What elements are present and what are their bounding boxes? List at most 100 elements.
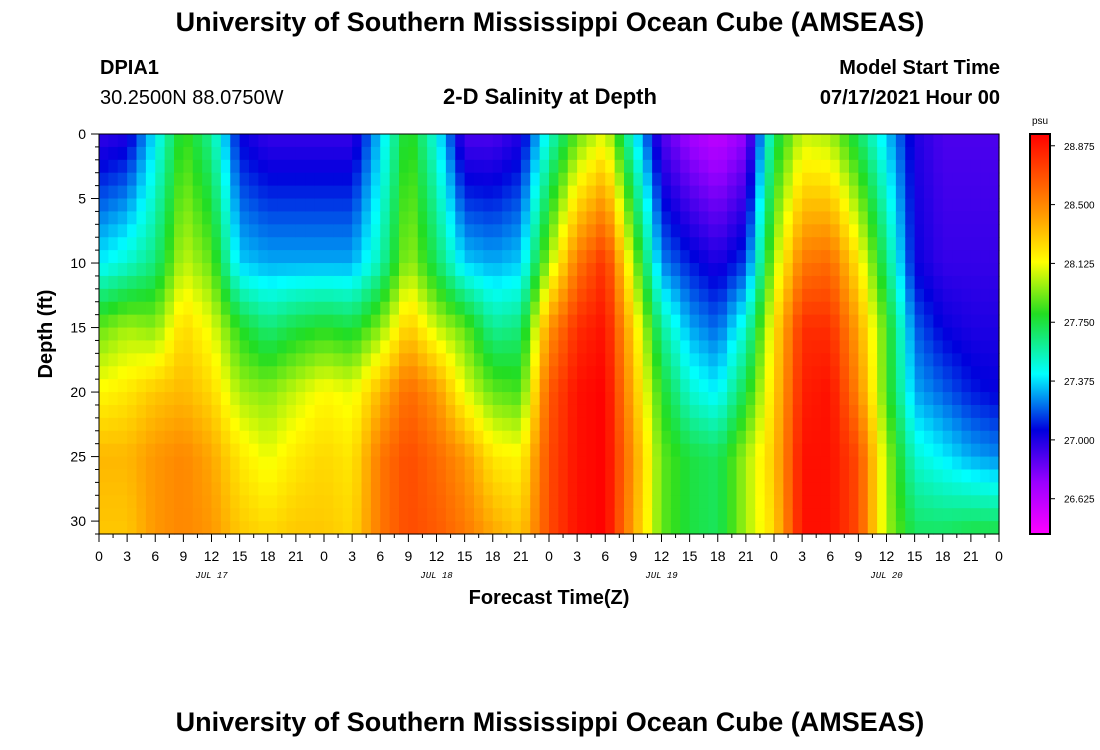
heatmap-cell: [895, 211, 906, 225]
heatmap-cell: [886, 495, 897, 509]
heatmap-cell: [914, 495, 925, 509]
heatmap-cell: [174, 301, 184, 316]
heatmap-cell: [886, 521, 897, 535]
heatmap-cell: [717, 417, 728, 432]
heatmap-cell: [408, 275, 419, 290]
heatmap-cell: [277, 134, 288, 148]
heatmap-cell: [811, 430, 822, 445]
heatmap-cell: [258, 417, 269, 432]
heatmap-cell: [230, 443, 241, 458]
heatmap-cell: [342, 430, 353, 445]
heatmap-cell: [492, 211, 503, 225]
heatmap-cell: [127, 198, 138, 213]
heatmap-cell: [99, 224, 109, 238]
heatmap-cell: [642, 392, 653, 406]
heatmap-cell: [633, 134, 644, 148]
heatmap-cell: [117, 482, 128, 496]
heatmap-cell: [624, 185, 634, 200]
date-label: JUL 17: [195, 571, 228, 581]
heatmap-cell: [530, 159, 541, 174]
heatmap-cell: [970, 301, 981, 316]
heatmap-cell: [117, 456, 128, 471]
heatmap-cell: [877, 250, 888, 264]
heatmap-cell: [624, 443, 634, 458]
heatmap-cell: [239, 430, 250, 445]
heatmap-cell: [605, 301, 616, 316]
heatmap-cell: [849, 456, 859, 471]
heatmap-cell: [483, 172, 494, 187]
heatmap-cell: [661, 159, 672, 174]
heatmap-cell: [267, 237, 278, 251]
heatmap-cell: [136, 224, 147, 238]
heatmap-cell: [792, 185, 803, 200]
heatmap-cell: [502, 275, 513, 290]
heatmap-cell: [849, 327, 859, 342]
heatmap-cell: [145, 327, 156, 342]
heatmap-cell: [642, 495, 653, 509]
heatmap-cell: [858, 521, 869, 535]
heatmap-cell: [820, 224, 831, 238]
heatmap-cell: [474, 172, 484, 187]
heatmap-cell: [127, 224, 138, 238]
heatmap-cell: [867, 275, 878, 290]
heatmap-cell: [370, 392, 381, 406]
heatmap-cell: [370, 172, 381, 187]
heatmap-cell: [980, 443, 991, 458]
heatmap-cell: [455, 288, 466, 303]
heatmap-cell: [755, 275, 766, 290]
heatmap-cell: [511, 263, 522, 277]
heatmap-cell: [361, 314, 372, 329]
heatmap-cell: [99, 392, 109, 406]
heatmap-cell: [249, 430, 259, 445]
heatmap-cell: [549, 224, 559, 238]
heatmap-cell: [895, 146, 906, 161]
heatmap-cell: [905, 366, 916, 380]
heatmap-cell: [295, 366, 306, 380]
heatmap-cell: [249, 314, 259, 329]
heatmap-cell: [858, 172, 869, 187]
footer-title: University of Southern Mississippi Ocean…: [175, 707, 925, 737]
heatmap-cell: [324, 314, 334, 329]
heatmap-cell: [624, 275, 634, 290]
heatmap-cell: [886, 353, 897, 367]
heatmap-cell: [867, 379, 878, 393]
heatmap-cell: [605, 314, 616, 329]
heatmap-cell: [380, 417, 391, 432]
heatmap-cell: [370, 237, 381, 251]
heatmap-cell: [858, 275, 869, 290]
heatmap-cell: [802, 366, 813, 380]
heatmap-cell: [333, 508, 344, 522]
heatmap-cell: [417, 250, 428, 264]
heatmap-cell: [792, 263, 803, 277]
heatmap-cell: [567, 288, 578, 303]
heatmap-cell: [839, 482, 850, 496]
heatmap-cell: [745, 443, 756, 458]
heatmap-cell: [492, 263, 503, 277]
heatmap-cell: [558, 392, 569, 406]
heatmap-cell: [858, 237, 869, 251]
heatmap-cell: [736, 159, 747, 174]
heatmap-cell: [520, 430, 531, 445]
heatmap-cell: [436, 404, 447, 419]
heatmap-cell: [558, 159, 569, 174]
heatmap-cell: [380, 211, 391, 225]
heatmap-cell: [549, 250, 559, 264]
heatmap-cell: [342, 508, 353, 522]
heatmap-cell: [661, 443, 672, 458]
heatmap-cell: [174, 404, 184, 419]
heatmap-cell: [727, 495, 738, 509]
heatmap-cell: [492, 301, 503, 316]
heatmap-cell: [680, 172, 691, 187]
heatmap-cell: [99, 198, 109, 213]
heatmap-cell: [342, 250, 353, 264]
heatmap-cell: [877, 417, 888, 432]
heatmap-cell: [849, 288, 859, 303]
heatmap-cell: [295, 482, 306, 496]
heatmap-cell: [211, 250, 222, 264]
heatmap-cell: [933, 340, 944, 354]
heatmap-cell: [605, 521, 616, 535]
heatmap-cell: [895, 508, 906, 522]
heatmap-cell: [502, 159, 513, 174]
heatmap-cell: [361, 263, 372, 277]
heatmap-cell: [436, 327, 447, 342]
